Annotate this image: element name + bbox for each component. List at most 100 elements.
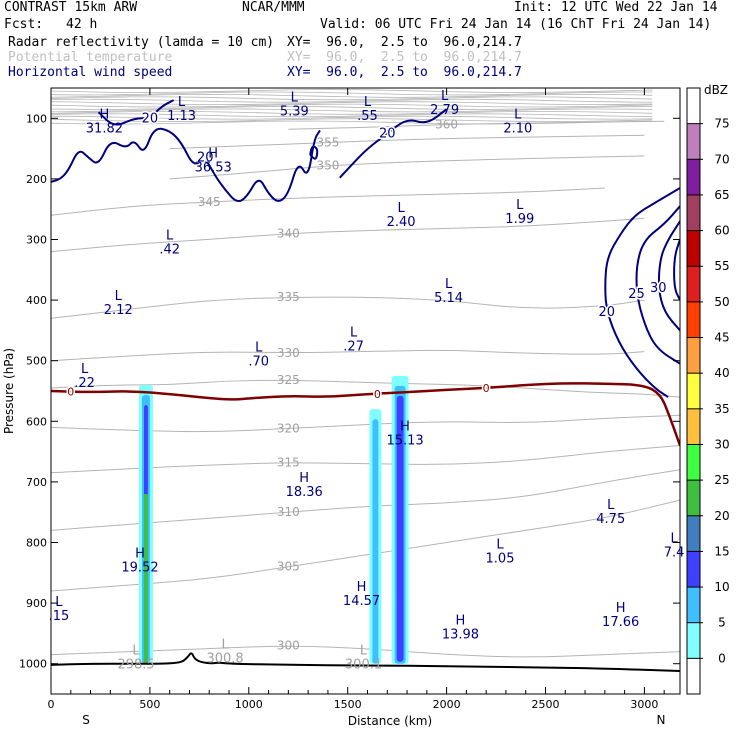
colorbar-frame xyxy=(686,87,701,695)
org-label: NCAR/MMM xyxy=(242,0,305,15)
extremum-value: 1.13 xyxy=(167,109,196,124)
min-marker: L xyxy=(132,644,140,659)
field-theta-name: Potential temperature xyxy=(8,50,173,65)
colorbar-tick-label: 15 xyxy=(714,544,729,558)
colorbar-tick-label: 60 xyxy=(714,224,729,238)
wind-speed-contour xyxy=(604,187,680,398)
min-marker: L xyxy=(178,95,186,110)
extremum-label: L2.12 xyxy=(104,289,133,318)
extremum-value: 1.05 xyxy=(486,552,515,567)
colorbar-tick-label: 50 xyxy=(714,295,729,309)
extremum-label: L7.4 xyxy=(664,532,685,561)
y-tick-label: 500 xyxy=(26,355,47,368)
stratosphere-theta-line xyxy=(51,89,653,93)
extremum-label: L.55 xyxy=(357,95,378,124)
theta-contour-325 xyxy=(51,379,680,398)
stratosphere-theta-line xyxy=(51,101,653,106)
terrain-line xyxy=(51,652,680,672)
theta-contour-340 xyxy=(51,217,645,253)
extremum-label: H36.53 xyxy=(195,147,232,176)
extremum-value: 7.4 xyxy=(664,546,685,561)
x-tick-label: 1000 xyxy=(235,698,263,711)
extremum-label: H18.36 xyxy=(286,471,323,500)
theta-contour-355 xyxy=(169,134,645,150)
y-tick-label: 100 xyxy=(26,112,47,125)
colorbar-tick-label: 65 xyxy=(714,188,729,202)
extremum-label: H17.66 xyxy=(602,601,639,630)
colorbar-tick-label: 55 xyxy=(714,259,729,273)
fcst-label: Fcst: xyxy=(4,17,44,32)
extremum-label: L.27 xyxy=(343,325,364,354)
stratosphere-theta-line xyxy=(51,110,653,115)
y-tick-label: 1000 xyxy=(19,658,47,671)
min-marker: L xyxy=(221,638,229,653)
min-marker: L xyxy=(441,89,449,104)
y-axis-label: Pressure (hPa) xyxy=(2,348,16,434)
theta-contour-335 xyxy=(51,296,645,319)
min-marker: L xyxy=(364,95,372,110)
stratosphere-theta-line xyxy=(51,96,653,101)
min-marker: L xyxy=(291,90,299,105)
freezing-level-label: 0 xyxy=(483,382,490,395)
stratosphere-theta-line xyxy=(51,115,653,120)
extremum-label: L5.39 xyxy=(280,90,309,119)
colorbar-tick-label: 30 xyxy=(714,437,729,451)
colorbar-swatch xyxy=(687,88,700,124)
theta-contour-345 xyxy=(51,187,605,216)
theta-contour-label: 355 xyxy=(316,136,339,150)
wind-contour-label: 20 xyxy=(142,111,159,126)
extremum-value: 5.14 xyxy=(434,291,463,306)
colorbar-swatch xyxy=(687,480,700,516)
plot-frame xyxy=(50,87,681,695)
extremum-value: 31.82 xyxy=(86,121,123,136)
colorbar-swatch xyxy=(687,515,700,552)
extremum-value: 298.5 xyxy=(117,658,154,673)
x-tick-label: 0 xyxy=(48,698,55,711)
extremum-value: 2.79 xyxy=(430,103,459,118)
stratosphere-theta-line xyxy=(51,93,653,98)
y-tick-label: 400 xyxy=(26,294,47,307)
freezing-level-label: 0 xyxy=(67,386,74,399)
wind-contour-label: 25 xyxy=(628,287,645,302)
stratosphere-theta-line xyxy=(51,98,653,103)
y-tick-label: 800 xyxy=(26,537,47,550)
y-tick-label: 200 xyxy=(26,173,47,186)
theta-contour-300 xyxy=(51,645,680,658)
extremum-label: L.22 xyxy=(74,362,95,391)
extremum-value: 300.8 xyxy=(206,652,243,667)
theta-contour-label: 335 xyxy=(277,290,300,304)
x-tick-label: 2500 xyxy=(531,698,559,711)
max-marker: H xyxy=(400,419,410,434)
x-tick-label: 500 xyxy=(139,698,160,711)
colorbar-tick-label: 20 xyxy=(714,509,729,523)
colorbar-tick-label: 75 xyxy=(714,117,729,131)
colorbar-swatch xyxy=(687,444,700,481)
extremum-value: 4.75 xyxy=(596,512,625,527)
min-marker: L xyxy=(81,362,89,377)
min-marker: L xyxy=(496,538,504,553)
extremum-label: L1.05 xyxy=(486,538,515,567)
stratosphere-theta-line xyxy=(51,113,653,118)
theta-contour-320 xyxy=(51,414,680,433)
x-tick-label: 3000 xyxy=(630,698,658,711)
colorbar-tick-label: 35 xyxy=(714,402,729,416)
extremum-value: .42 xyxy=(159,243,180,258)
extremum-value: 5.39 xyxy=(280,104,309,119)
max-marker: H xyxy=(208,147,218,162)
init-time: Init: 12 UTC Wed 22 Jan 14 xyxy=(514,0,718,15)
theta-contour-label: 340 xyxy=(277,226,300,240)
wind-speed-contour xyxy=(635,205,680,365)
min-marker: L xyxy=(166,229,174,244)
extremum-label: H19.52 xyxy=(121,547,158,576)
colorbar-tick-label: 10 xyxy=(714,580,729,594)
colorbar-swatch xyxy=(687,373,700,409)
theta-contour-label: 325 xyxy=(277,373,300,387)
stratosphere-theta-line xyxy=(51,118,653,123)
extremum-value: .22 xyxy=(74,376,95,391)
min-marker: L xyxy=(360,644,368,659)
colorbar-swatch xyxy=(687,159,700,195)
extremum-value: 2.40 xyxy=(387,215,416,230)
y-tick-label: 700 xyxy=(26,476,47,489)
extremum-label: L.15 xyxy=(49,595,70,624)
